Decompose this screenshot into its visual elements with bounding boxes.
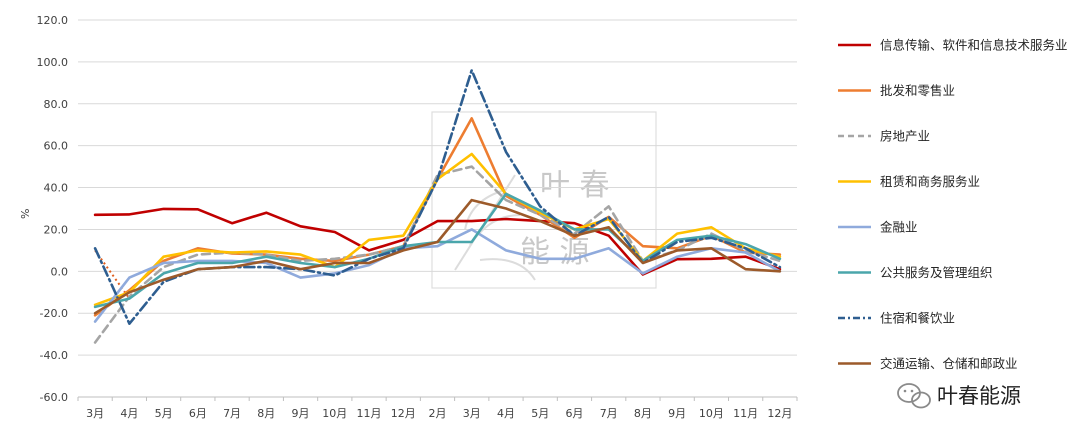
y-tick-label: 40.0 — [44, 182, 69, 195]
x-tick-label: 8月 — [257, 407, 275, 420]
legend: 信息传输、软件和信息技术服务业批发和零售业房地产业租赁和商务服务业金融业公共服务… — [838, 38, 1068, 371]
y-tick-label: -20.0 — [40, 307, 68, 320]
x-tick-label: 8月 — [634, 407, 652, 420]
legend-label: 金融业 — [880, 220, 918, 235]
y-tick-label: -60.0 — [40, 391, 68, 404]
series-line-7 — [93, 69, 782, 326]
y-tick-label: 20.0 — [44, 223, 69, 236]
legend-label: 交通运输、仓储和邮政业 — [880, 356, 1018, 371]
x-tick-label: 3月 — [86, 407, 104, 420]
brand-name: 叶春能源 — [937, 384, 1021, 408]
x-tick-label: 6月 — [189, 407, 207, 420]
legend-label: 租赁和商务服务业 — [880, 174, 980, 189]
watermark-line1: 叶 春 — [540, 168, 610, 203]
watermark-line2: 能 源 — [520, 235, 590, 270]
series-lines — [93, 69, 782, 344]
x-tick-label: 12月 — [767, 407, 792, 420]
x-tick-label: 9月 — [292, 407, 310, 420]
x-tick-label: 11月 — [357, 407, 382, 420]
x-tick-label: 4月 — [120, 407, 138, 420]
x-tick-label: 3月 — [463, 407, 481, 420]
y-tick-label: 120.0 — [37, 14, 69, 27]
x-tick-label: 10月 — [699, 407, 724, 420]
y-axis-label: % — [19, 209, 32, 219]
grid — [78, 19, 797, 398]
x-tick-label: 7月 — [223, 407, 241, 420]
legend-label: 房地产业 — [880, 129, 930, 144]
series-line-5 — [93, 228, 782, 323]
series-line-2 — [93, 117, 782, 317]
wechat-icon — [897, 383, 931, 409]
x-tick-label: 7月 — [600, 407, 618, 420]
x-axis-ticks: 3月 4月 5月 6月 7月 8月 9月 10月 11月 12月 2月 3月 4月 5月 6月 7月 8月 9月 1… — [77, 397, 798, 420]
y-tick-label: 60.0 — [44, 140, 69, 153]
legend-label: 公共服务及管理组织 — [880, 265, 993, 280]
x-tick-label: 5月 — [531, 407, 549, 420]
series-line-3 — [93, 165, 782, 344]
legend-label: 批发和零售业 — [880, 83, 955, 98]
x-tick-label: 4月 — [497, 407, 515, 420]
legend-label: 信息传输、软件和信息技术服务业 — [880, 38, 1068, 53]
series-line-8 — [93, 198, 782, 315]
x-tick-label: 10月 — [322, 407, 347, 420]
x-tick-label: 12月 — [391, 407, 416, 420]
y-tick-label: 100.0 — [37, 56, 69, 69]
y-tick-label: -40.0 — [40, 349, 68, 362]
series-line-1 — [93, 207, 782, 276]
y-tick-label: 0.0 — [51, 265, 69, 278]
y-axis-ticks: -60.0 -40.0 -20.0 0.0 20.0 40.0 60.0 80.0 100.0 1… — [37, 14, 69, 404]
x-tick-label: 2月 — [429, 407, 447, 420]
x-tick-label: 11月 — [733, 407, 758, 420]
x-tick-label: 9月 — [668, 407, 686, 420]
legend-label: 住宿和餐饮业 — [880, 311, 955, 326]
watermark-frame — [431, 111, 657, 289]
x-tick-label: 6月 — [565, 407, 583, 420]
watermark: 叶 春 能 源 — [431, 111, 657, 289]
brand: 叶春能源 — [897, 383, 1021, 409]
x-tick-label: 5月 — [155, 407, 173, 420]
y-tick-label: 80.0 — [44, 98, 69, 111]
